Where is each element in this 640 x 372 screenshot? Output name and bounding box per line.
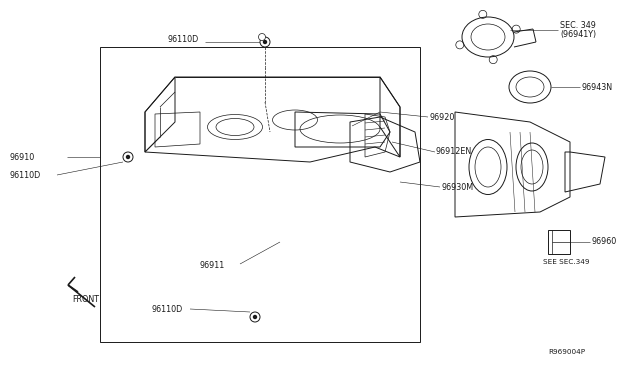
Text: 96910: 96910 <box>10 153 35 161</box>
Text: SEC. 349: SEC. 349 <box>560 20 596 29</box>
Text: 96912EN: 96912EN <box>436 148 472 157</box>
Text: R969004P: R969004P <box>548 349 585 355</box>
Bar <box>100 47 420 342</box>
Text: 96110D: 96110D <box>168 35 199 44</box>
Circle shape <box>250 312 260 322</box>
Text: 96930M: 96930M <box>441 183 473 192</box>
Circle shape <box>259 33 266 41</box>
Text: FRONT: FRONT <box>72 295 99 305</box>
Circle shape <box>123 152 133 162</box>
Text: 96920: 96920 <box>430 112 456 122</box>
Text: SEE SEC.349: SEE SEC.349 <box>543 259 589 265</box>
Text: 96110D: 96110D <box>152 305 183 314</box>
Text: 96110D: 96110D <box>10 170 41 180</box>
Circle shape <box>127 155 129 158</box>
Text: (96941Y): (96941Y) <box>560 31 596 39</box>
Circle shape <box>260 37 270 47</box>
Text: 96960: 96960 <box>592 237 617 247</box>
Circle shape <box>253 315 257 318</box>
Circle shape <box>264 41 266 44</box>
Text: 96911: 96911 <box>200 260 225 269</box>
Text: 96943N: 96943N <box>582 83 613 92</box>
